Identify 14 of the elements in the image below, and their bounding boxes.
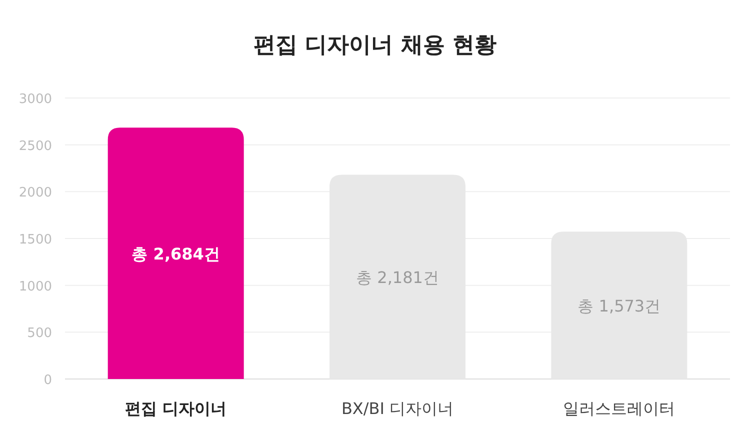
y-tick-label: 500 [27, 326, 52, 342]
data-label: 총 1,573건 [578, 296, 661, 316]
y-tick-label: 3000 [18, 92, 52, 107]
y-tick-label: 2500 [18, 138, 52, 154]
y-tick-label: 1000 [18, 279, 52, 294]
y-tick-label: 0 [44, 373, 52, 388]
y-tick-label: 1500 [18, 232, 52, 248]
x-tick-label: 일러스트레이터 [563, 399, 676, 418]
x-tick-label: BX/BI 디자이너 [341, 399, 454, 418]
x-tick-label: 편집 디자이너 [125, 399, 227, 418]
data-label: 총 2,181건 [356, 268, 439, 287]
y-tick-label: 2000 [18, 186, 52, 201]
chart-title: 편집 디자이너 채용 현황 [254, 33, 496, 58]
data-label: 총 2,684건 [132, 244, 220, 264]
